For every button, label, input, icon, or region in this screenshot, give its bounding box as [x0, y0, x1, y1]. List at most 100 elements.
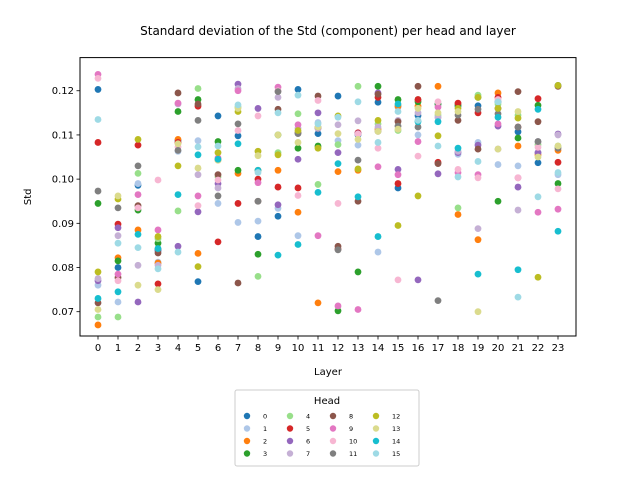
x-tick-label: 8 [255, 343, 261, 354]
data-point-head-7 [354, 117, 362, 125]
data-point-head-0 [294, 86, 302, 93]
data-point-head-12 [154, 233, 162, 240]
x-tick-label: 9 [275, 343, 281, 354]
legend-label: 3 [263, 450, 267, 458]
x-tick-label: 13 [352, 343, 365, 354]
data-point-head-7 [134, 261, 142, 269]
data-point-head-11 [114, 204, 122, 212]
legend-label: 8 [349, 413, 353, 421]
data-point-head-6 [414, 276, 422, 284]
x-tick-label: 10 [292, 343, 305, 354]
data-point-head-7 [334, 121, 342, 129]
data-point-head-8 [414, 82, 422, 90]
data-point-head-7 [214, 184, 222, 192]
data-point-head-15 [374, 139, 382, 146]
data-point-head-3 [494, 197, 502, 205]
data-point-head-4 [354, 82, 362, 90]
data-point-head-5 [294, 184, 302, 192]
legend-marker [286, 412, 294, 420]
data-point-head-12 [314, 144, 322, 152]
data-point-head-6 [114, 224, 122, 232]
legend-marker [329, 450, 337, 457]
data-point-head-12 [374, 116, 382, 124]
data-point-head-10 [394, 276, 402, 284]
data-point-head-4 [134, 169, 142, 177]
x-tick-label: 22 [532, 343, 545, 354]
data-point-head-2 [94, 321, 102, 329]
data-point-head-3 [114, 257, 122, 265]
x-axis-label: Layer [314, 367, 343, 378]
data-point-head-2 [194, 249, 202, 257]
data-point-head-14 [434, 118, 442, 126]
data-point-head-12 [194, 263, 202, 271]
data-point-head-13 [154, 286, 162, 293]
data-point-head-13 [494, 145, 502, 153]
x-tick-label: 6 [215, 343, 221, 354]
y-tick-label: 0.11 [52, 130, 74, 141]
data-point-head-10 [474, 174, 482, 182]
data-point-head-0 [314, 130, 322, 138]
legend-label: 0 [263, 413, 267, 421]
data-point-head-8 [234, 279, 242, 287]
x-tick-label: 15 [392, 343, 405, 354]
data-point-head-6 [294, 155, 302, 163]
data-point-head-8 [514, 88, 522, 96]
data-point-head-7 [94, 275, 102, 282]
data-point-head-15 [494, 98, 502, 106]
data-point-head-14 [294, 241, 302, 248]
data-point-head-7 [514, 206, 522, 214]
data-point-head-0 [534, 159, 542, 167]
legend-marker [243, 412, 251, 420]
x-tick-label: 14 [372, 343, 385, 354]
data-point-head-1 [234, 219, 242, 226]
legend-title: Head [314, 396, 340, 407]
data-point-head-15 [414, 116, 422, 124]
data-point-head-5 [554, 158, 562, 166]
data-point-head-12 [274, 151, 282, 159]
data-point-head-12 [534, 273, 542, 281]
x-tick-label: 3 [155, 343, 161, 354]
data-point-head-8 [214, 171, 222, 179]
legend-marker [286, 450, 294, 457]
data-point-head-13 [454, 108, 462, 115]
data-point-head-6 [254, 105, 262, 112]
data-point-head-10 [94, 74, 102, 82]
data-point-head-14 [514, 266, 522, 274]
data-point-head-8 [474, 145, 482, 153]
data-point-head-0 [194, 278, 202, 286]
data-point-head-15 [454, 173, 462, 181]
data-point-head-14 [394, 100, 402, 108]
data-point-head-4 [94, 313, 102, 321]
data-point-head-0 [514, 128, 522, 136]
data-point-head-10 [234, 127, 242, 134]
data-point-head-4 [174, 207, 182, 215]
data-point-head-6 [334, 149, 342, 157]
data-point-head-0 [374, 98, 382, 106]
data-point-head-13 [334, 130, 342, 138]
data-point-head-3 [234, 166, 242, 174]
data-point-head-15 [234, 101, 242, 109]
data-point-head-1 [494, 161, 502, 168]
data-point-head-9 [194, 192, 202, 200]
data-point-head-13 [254, 152, 262, 160]
x-tick-label: 7 [235, 343, 241, 354]
data-point-head-13 [554, 142, 562, 150]
data-point-head-11 [354, 156, 362, 164]
data-point-head-13 [534, 153, 542, 161]
data-point-head-1 [194, 137, 202, 145]
data-point-head-2 [294, 208, 302, 216]
data-point-head-9 [114, 270, 122, 278]
legend-label: 14 [392, 438, 400, 446]
legend-label: 1 [263, 425, 267, 433]
data-point-head-4 [454, 204, 462, 212]
data-point-head-9 [234, 87, 242, 95]
data-point-head-13 [174, 140, 182, 148]
data-point-head-12 [514, 114, 522, 122]
data-point-head-14 [374, 233, 382, 240]
y-tick-label: 0.09 [52, 219, 74, 230]
data-point-head-10 [514, 174, 522, 182]
data-point-head-15 [194, 143, 202, 151]
